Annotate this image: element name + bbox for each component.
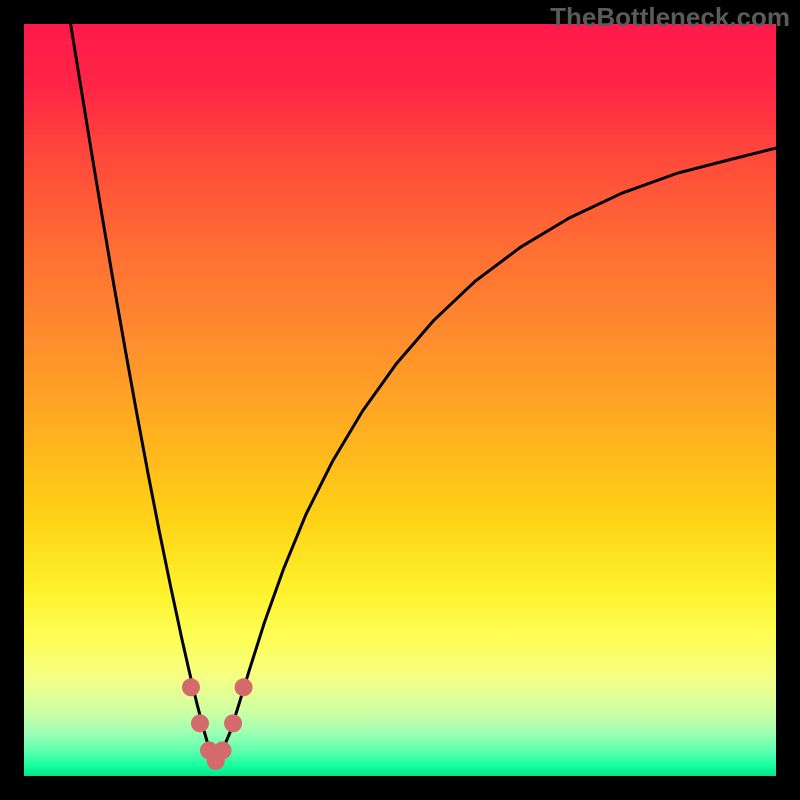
valley-marker <box>214 741 232 759</box>
chart-background <box>24 24 776 776</box>
valley-marker <box>224 714 242 732</box>
watermark-text: TheBottleneck.com <box>550 2 790 33</box>
bottleneck-chart <box>0 0 800 800</box>
valley-marker <box>182 678 200 696</box>
valley-marker <box>191 714 209 732</box>
valley-marker <box>235 678 253 696</box>
